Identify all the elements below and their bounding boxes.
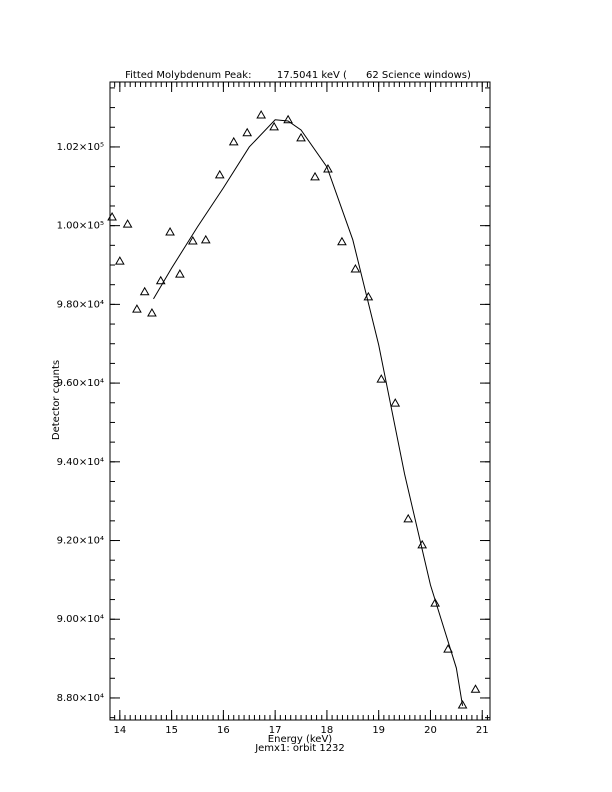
y-tick-label: 9.00×10⁴ <box>57 614 104 625</box>
x-tick-label: 18 <box>321 725 334 736</box>
y-tick-label: 9.60×10⁴ <box>57 378 104 389</box>
y-tick-label: 1.00×10⁵ <box>57 221 104 232</box>
x-tick-label: 19 <box>372 725 385 736</box>
data-point <box>269 121 279 131</box>
data-point <box>165 226 175 236</box>
plot-frame <box>109 81 491 721</box>
data-point <box>187 236 198 245</box>
x-tick-label: 14 <box>113 725 126 736</box>
x-tick-label: 20 <box>424 725 437 736</box>
data-point <box>114 256 125 265</box>
data-point <box>390 398 401 407</box>
y-tick-label: 9.80×10⁴ <box>57 299 104 310</box>
data-point <box>107 211 117 221</box>
data-point <box>175 269 185 278</box>
data-point <box>323 163 333 173</box>
data-point <box>310 171 320 181</box>
x-tick-label: 17 <box>269 725 282 736</box>
data-point <box>376 374 387 383</box>
x-axis-label: Energy (keV) <box>268 734 333 745</box>
fit-line <box>153 119 464 706</box>
data-point <box>122 219 133 228</box>
data-point <box>228 136 239 146</box>
footer: Jemx1: orbit 1232 <box>254 743 345 754</box>
data-point <box>200 234 211 244</box>
x-tick-label: 16 <box>217 725 230 736</box>
y-tick-label: 8.80×10⁴ <box>57 693 104 704</box>
data-point <box>430 598 440 607</box>
y-tick-label: 9.40×10⁴ <box>57 457 104 468</box>
y-tick-label: 9.20×10⁴ <box>57 536 104 547</box>
data-point <box>132 304 142 313</box>
data-point <box>139 286 150 296</box>
data-point <box>470 684 481 693</box>
data-point <box>350 263 361 273</box>
data-point <box>155 275 166 285</box>
data-point <box>403 513 414 523</box>
data-point <box>283 114 293 124</box>
x-tick-label: 21 <box>476 725 489 736</box>
data-point <box>242 127 253 137</box>
y-tick-label: 1.02×10⁵ <box>57 142 104 153</box>
data-point <box>256 110 267 119</box>
data-point <box>457 700 468 709</box>
y-axis-label: Detector counts <box>51 360 62 440</box>
chart-title: Fitted Molybdenum Peak: 17.5041 keV ( 62… <box>125 70 471 81</box>
data-point <box>296 132 306 142</box>
data-point <box>214 169 225 179</box>
data-point <box>147 308 157 317</box>
x-tick-label: 15 <box>165 725 178 736</box>
data-point <box>337 236 347 246</box>
